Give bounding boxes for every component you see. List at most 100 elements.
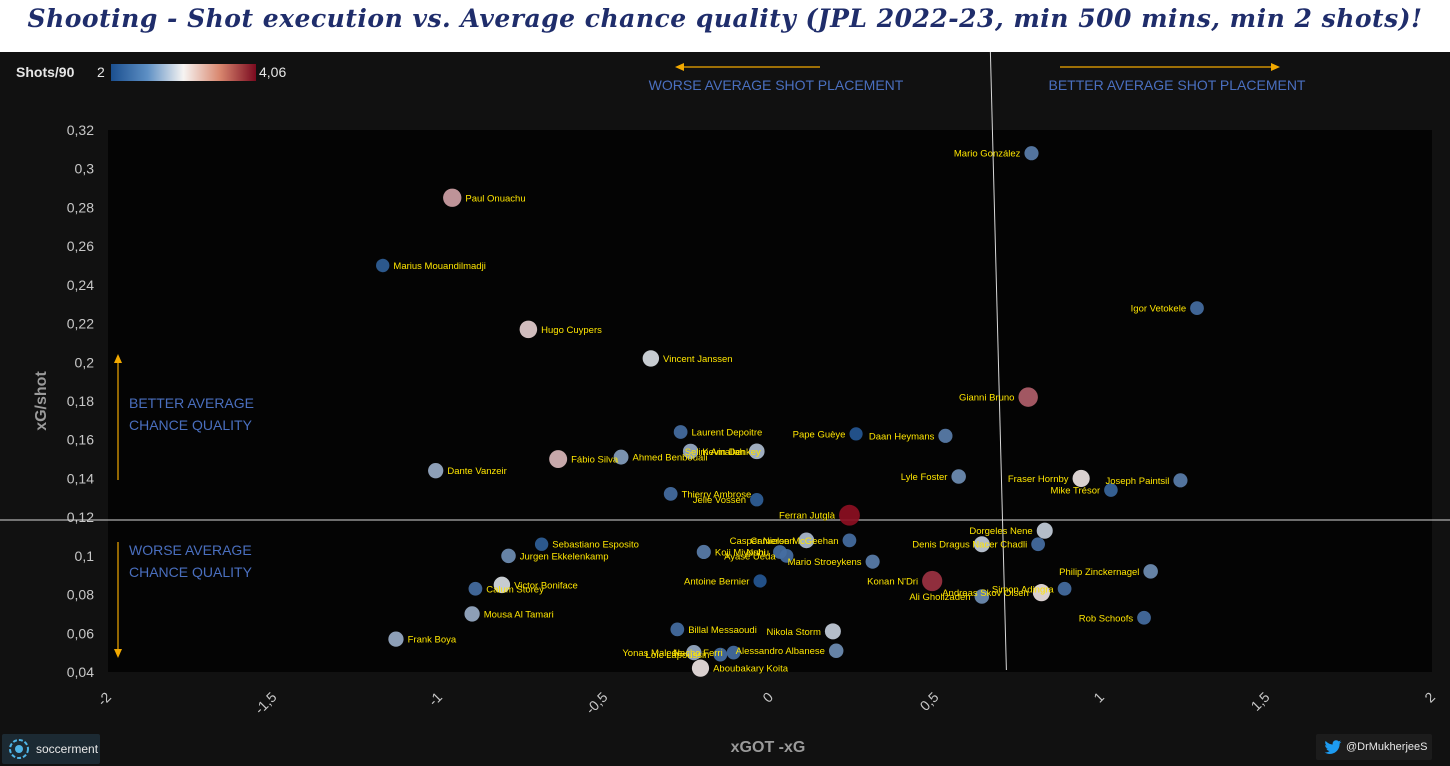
y-tick-label: 0,28 (67, 199, 94, 215)
soccerment-logo-icon (9, 739, 29, 759)
y-tick-label: 0,06 (67, 625, 94, 641)
scatter-point (828, 643, 844, 658)
chart-title: Shooting - Shot execution vs. Average ch… (27, 4, 1423, 33)
x-tick-label: -1,5 (251, 689, 280, 718)
chart-canvas: Shots/90 2 4,06 WORSE AVERAGE SHOT PLACE… (0, 52, 1450, 756)
x-ticks: -2 -1,5 -1 -0,5 0 0,5 1 1,5 2 (94, 689, 1438, 718)
scatter-point (1057, 581, 1072, 596)
y-tick-label: 0,32 (67, 122, 94, 138)
x-tick-label: 0,5 (917, 689, 942, 714)
point-label: Konan N'Dri (867, 577, 918, 588)
point-label: Nikola Storm (766, 627, 820, 638)
scatter-point (613, 449, 629, 465)
twitter-text: @DrMukherjeeS (1346, 741, 1428, 753)
y-tick-label: 0,24 (67, 277, 94, 293)
scatter-point (973, 536, 990, 553)
point-label: Calum Storey (486, 584, 544, 595)
scatter-point (464, 606, 480, 622)
quality-arrow-up (114, 354, 122, 480)
point-label: Ferran Jutglà (779, 511, 836, 522)
better-quality-label-2: CHANCE QUALITY (129, 417, 253, 433)
quality-arrow-down (114, 542, 122, 658)
scatter-point (501, 548, 516, 564)
y-tick-label: 0,04 (67, 664, 94, 680)
scatter-point (938, 428, 953, 443)
scatter-point (798, 532, 815, 549)
point-label: Dorgeles Nene (969, 526, 1032, 537)
point-label: Simon Adingra (992, 584, 1055, 595)
scatter-point (1137, 610, 1151, 625)
scatter-point (388, 631, 404, 647)
scatter-point (1072, 469, 1090, 488)
worse-quality-label-2: CHANCE QUALITY (129, 564, 253, 580)
y-tick-label: 0,26 (67, 238, 94, 254)
point-label: Jelle Vossen (693, 495, 746, 506)
scatter-point (974, 589, 990, 604)
scatter-point (750, 493, 764, 507)
x-tick-label: -2 (94, 689, 114, 709)
point-label: Alessandro Albanese (736, 646, 825, 657)
point-label: Denis Dragus (912, 540, 970, 551)
scatter-point (468, 581, 483, 596)
point-label: Billal Messaoudi (688, 625, 757, 636)
y-tick-label: 0,16 (67, 432, 94, 448)
point-label: Mario González (954, 149, 1021, 160)
scatter-point (519, 320, 538, 339)
point-label: Lyle Foster (901, 472, 948, 483)
title-bar: Shooting - Shot execution vs. Average ch… (0, 0, 1450, 52)
point-label: Kevin Denkey (702, 447, 761, 458)
scatter-point (1031, 537, 1045, 552)
y-tick-label: 0,3 (75, 161, 95, 177)
scatter-point (824, 623, 841, 640)
mean-lines (0, 52, 1450, 671)
y-tick-label: 0,14 (67, 470, 94, 486)
soccerment-logo: soccerment (2, 734, 100, 764)
scatter-point (1036, 522, 1053, 539)
point-label: Hugo Cuypers (541, 325, 602, 336)
x-tick-label: 1,5 (1248, 689, 1273, 714)
colorbar-max: 4,06 (259, 64, 286, 80)
scatter-point (1173, 473, 1188, 488)
point-label: Daan Heymans (869, 431, 935, 442)
scatter-point (670, 622, 685, 637)
y-axis-title: xG/shot (33, 371, 50, 431)
scatter-point (1018, 387, 1038, 407)
scatter-point (865, 554, 880, 569)
x-tick-label: -0,5 (582, 689, 611, 718)
point-label: Fraser Hornby (1008, 474, 1069, 485)
worse-placement-label: WORSE AVERAGE SHOT PLACEMENT (649, 77, 904, 93)
scatter-point (1024, 146, 1039, 161)
y-tick-label: 0,1 (75, 548, 95, 564)
scatter-point (696, 544, 711, 560)
point-label: Vincent Janssen (663, 354, 733, 365)
y-tick-label: 0,22 (67, 316, 94, 332)
scatter-point (673, 425, 688, 439)
logo-text: soccerment (36, 742, 99, 756)
point-label: Jurgen Ekkelenkamp (520, 551, 609, 562)
point-label: Joseph Paintsil (1105, 476, 1169, 487)
point-label: Sebastiano Esposito (552, 540, 639, 551)
worse-quality-label-1: WORSE AVERAGE (129, 542, 252, 558)
point-label: Ali Gholizadeh (909, 592, 970, 603)
point-label: Andreas Skov Olsen (942, 588, 1029, 599)
point-label: Koji Miyoshi (715, 547, 766, 558)
scatter-point (534, 537, 549, 551)
point-label: Mousa Al Tamari (484, 609, 554, 620)
scatter-point (753, 574, 767, 588)
point-label: Paul Onuachu (465, 193, 525, 204)
colorbar-min: 2 (97, 64, 105, 80)
point-label: Cameron McGeehan (750, 536, 838, 547)
scatter-point (686, 645, 702, 661)
scatter-points (376, 146, 1204, 677)
point-label: Ayase Ueda (724, 551, 776, 562)
point-label: Aboubakary Koita (713, 664, 789, 675)
scatter-point (493, 576, 511, 594)
point-label: Mario Stroeykens (788, 557, 862, 568)
scatter-point (1143, 564, 1158, 579)
x-tick-label: 1 (1090, 689, 1107, 706)
scatter-point (549, 450, 568, 469)
point-label: Frank Boya (408, 635, 457, 646)
point-label: Loïc Lapoussin (646, 650, 710, 661)
scatter-point (443, 188, 462, 207)
better-placement-label: BETTER AVERAGE SHOT PLACEMENT (1049, 77, 1306, 93)
